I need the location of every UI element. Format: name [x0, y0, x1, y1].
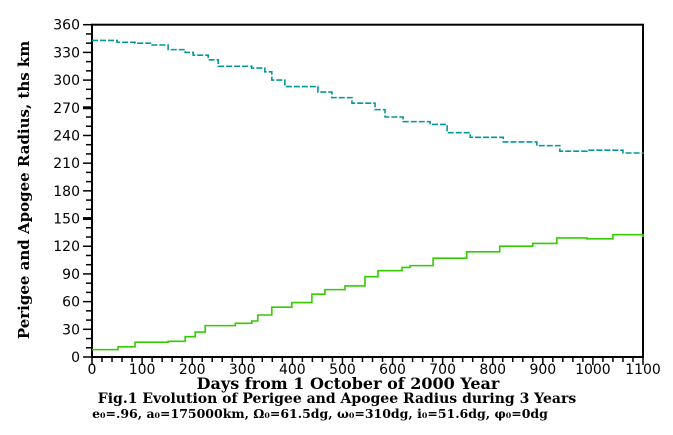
axes: 0 30 60 90 120 150 180 210 240 270 300 330 360 0 100 20… [53, 18, 661, 378]
x-tick-label: 400 [279, 362, 306, 378]
x-tick-label: 1000 [575, 362, 611, 378]
x-tick-label: 1100 [625, 362, 661, 378]
y-tick-label: 270 [53, 101, 80, 117]
plot-frame [91, 23, 644, 358]
y-tick-label: 210 [53, 156, 80, 172]
y-axis-label: Perigee and Apogee Radius, ths km [15, 41, 33, 339]
x-tick-label: 0 [88, 362, 97, 378]
x-tick-label: 800 [479, 362, 506, 378]
x-tick-label: 900 [529, 362, 556, 378]
y-tick-label: 150 [53, 212, 80, 228]
x-tick-label: 300 [229, 362, 256, 378]
y-tick-label: 180 [53, 184, 80, 200]
y-tick-label: 90 [62, 267, 80, 283]
y-tick-label: 60 [62, 295, 80, 311]
x-tick-label: 500 [329, 362, 356, 378]
series-group [92, 39, 644, 351]
x-tick-label: 100 [129, 362, 156, 378]
x-tick-label: 700 [429, 362, 456, 378]
chart-title: Fig.1 Evolution of Perigee and Apogee Ra… [98, 391, 577, 407]
series-perigee-line [92, 233, 644, 351]
x-tick-label: 200 [179, 362, 206, 378]
y-tick-label: 240 [53, 128, 80, 144]
x-tick-label: 600 [379, 362, 406, 378]
y-tick-label: 30 [62, 322, 80, 338]
x-axis-label: Days from 1 October of 2000 Year [197, 374, 500, 393]
chart-subtitle: e₀=.96, a₀=175000km, Ω₀=61.5dg, ω₀=310dg… [92, 406, 548, 421]
y-tick-label: 0 [71, 350, 80, 366]
series-apogee-line [92, 39, 644, 154]
y-tick-label: 330 [53, 45, 80, 61]
y-tick-label: 300 [53, 73, 80, 89]
y-tick-label: 360 [53, 18, 80, 34]
y-tick-label: 120 [53, 239, 80, 255]
